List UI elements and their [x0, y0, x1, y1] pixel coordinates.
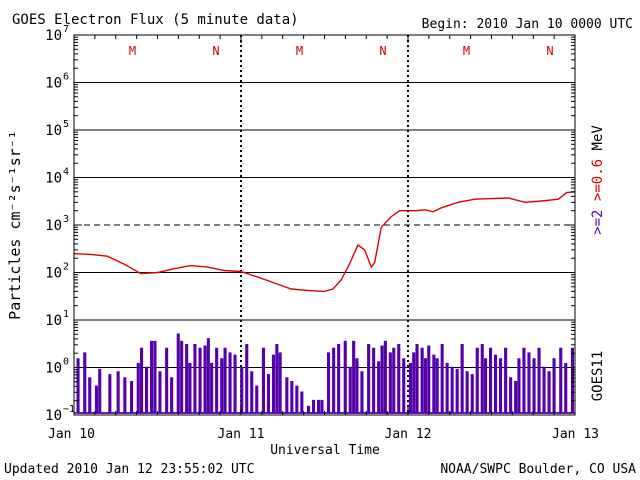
source-credit: NOAA/SWPC Boulder, CO USA [440, 462, 636, 477]
y-tick-exponent: 1 [63, 309, 69, 320]
y-tick-exponent: 7 [63, 24, 69, 35]
svg-text:>=2 >=0.6 MeV: >=2 >=0.6 MeV [590, 125, 606, 235]
day-marker-label: N [212, 44, 219, 58]
right-axis-legend: >=2 >=0.6 MeV [590, 125, 606, 235]
x-axis-label: Universal Time [270, 443, 380, 458]
y-tick-label: 10 [45, 361, 62, 377]
y-tick-exponent: 4 [63, 167, 69, 178]
y-tick-label: 10 [45, 266, 62, 282]
y-tick-label: 10 [45, 28, 62, 44]
purple-series-line [76, 333, 574, 414]
y-tick-exponent: 6 [63, 72, 69, 83]
red-series-label: >=0.6 [590, 159, 606, 201]
day-marker-label: M [296, 44, 303, 58]
day-marker-label: M [129, 44, 136, 58]
y-tick-label: 10 [45, 218, 62, 234]
purple-series-label: >=2 [590, 210, 606, 235]
y-tick-label: 10 [45, 171, 62, 187]
x-tick-label: Jan 12 [385, 427, 432, 442]
day-marker-label: N [546, 44, 553, 58]
y-tick-exponent: 3 [63, 214, 69, 225]
y-axis-label: Particles cm⁻²s⁻¹sr⁻¹ [6, 130, 24, 320]
y-tick-exponent: 0 [63, 357, 69, 368]
y-tick-label: 10 [45, 408, 62, 424]
x-axis-ticks: Jan 10 Jan 11 Jan 12 Jan 13 [48, 35, 599, 442]
y-tick-label: 10 [45, 313, 62, 329]
y-tick-label: 10 [45, 123, 62, 139]
begin-label: Begin: 2010 Jan 10 0000 UTC [422, 17, 633, 32]
unit-label: MeV [590, 125, 606, 151]
y-tick-exponent: 2 [63, 262, 69, 273]
x-tick-label: Jan 11 [218, 427, 265, 442]
y-tick-exponent: 5 [63, 119, 69, 130]
chart-title: GOES Electron Flux (5 minute data) [12, 12, 299, 28]
red-series-line [73, 191, 576, 293]
day-marker-label: M [463, 44, 470, 58]
day-marker-label: N [379, 44, 386, 58]
x-tick-label: Jan 10 [48, 427, 95, 442]
y-tick-exponent: −1 [63, 404, 75, 415]
grid-layer [74, 35, 575, 415]
satellite-label: GOES11 [590, 351, 606, 402]
updated-timestamp: Updated 2010 Jan 12 23:55:02 UTC [4, 462, 254, 477]
y-tick-label: 10 [45, 76, 62, 92]
x-tick-label: Jan 13 [552, 427, 599, 442]
